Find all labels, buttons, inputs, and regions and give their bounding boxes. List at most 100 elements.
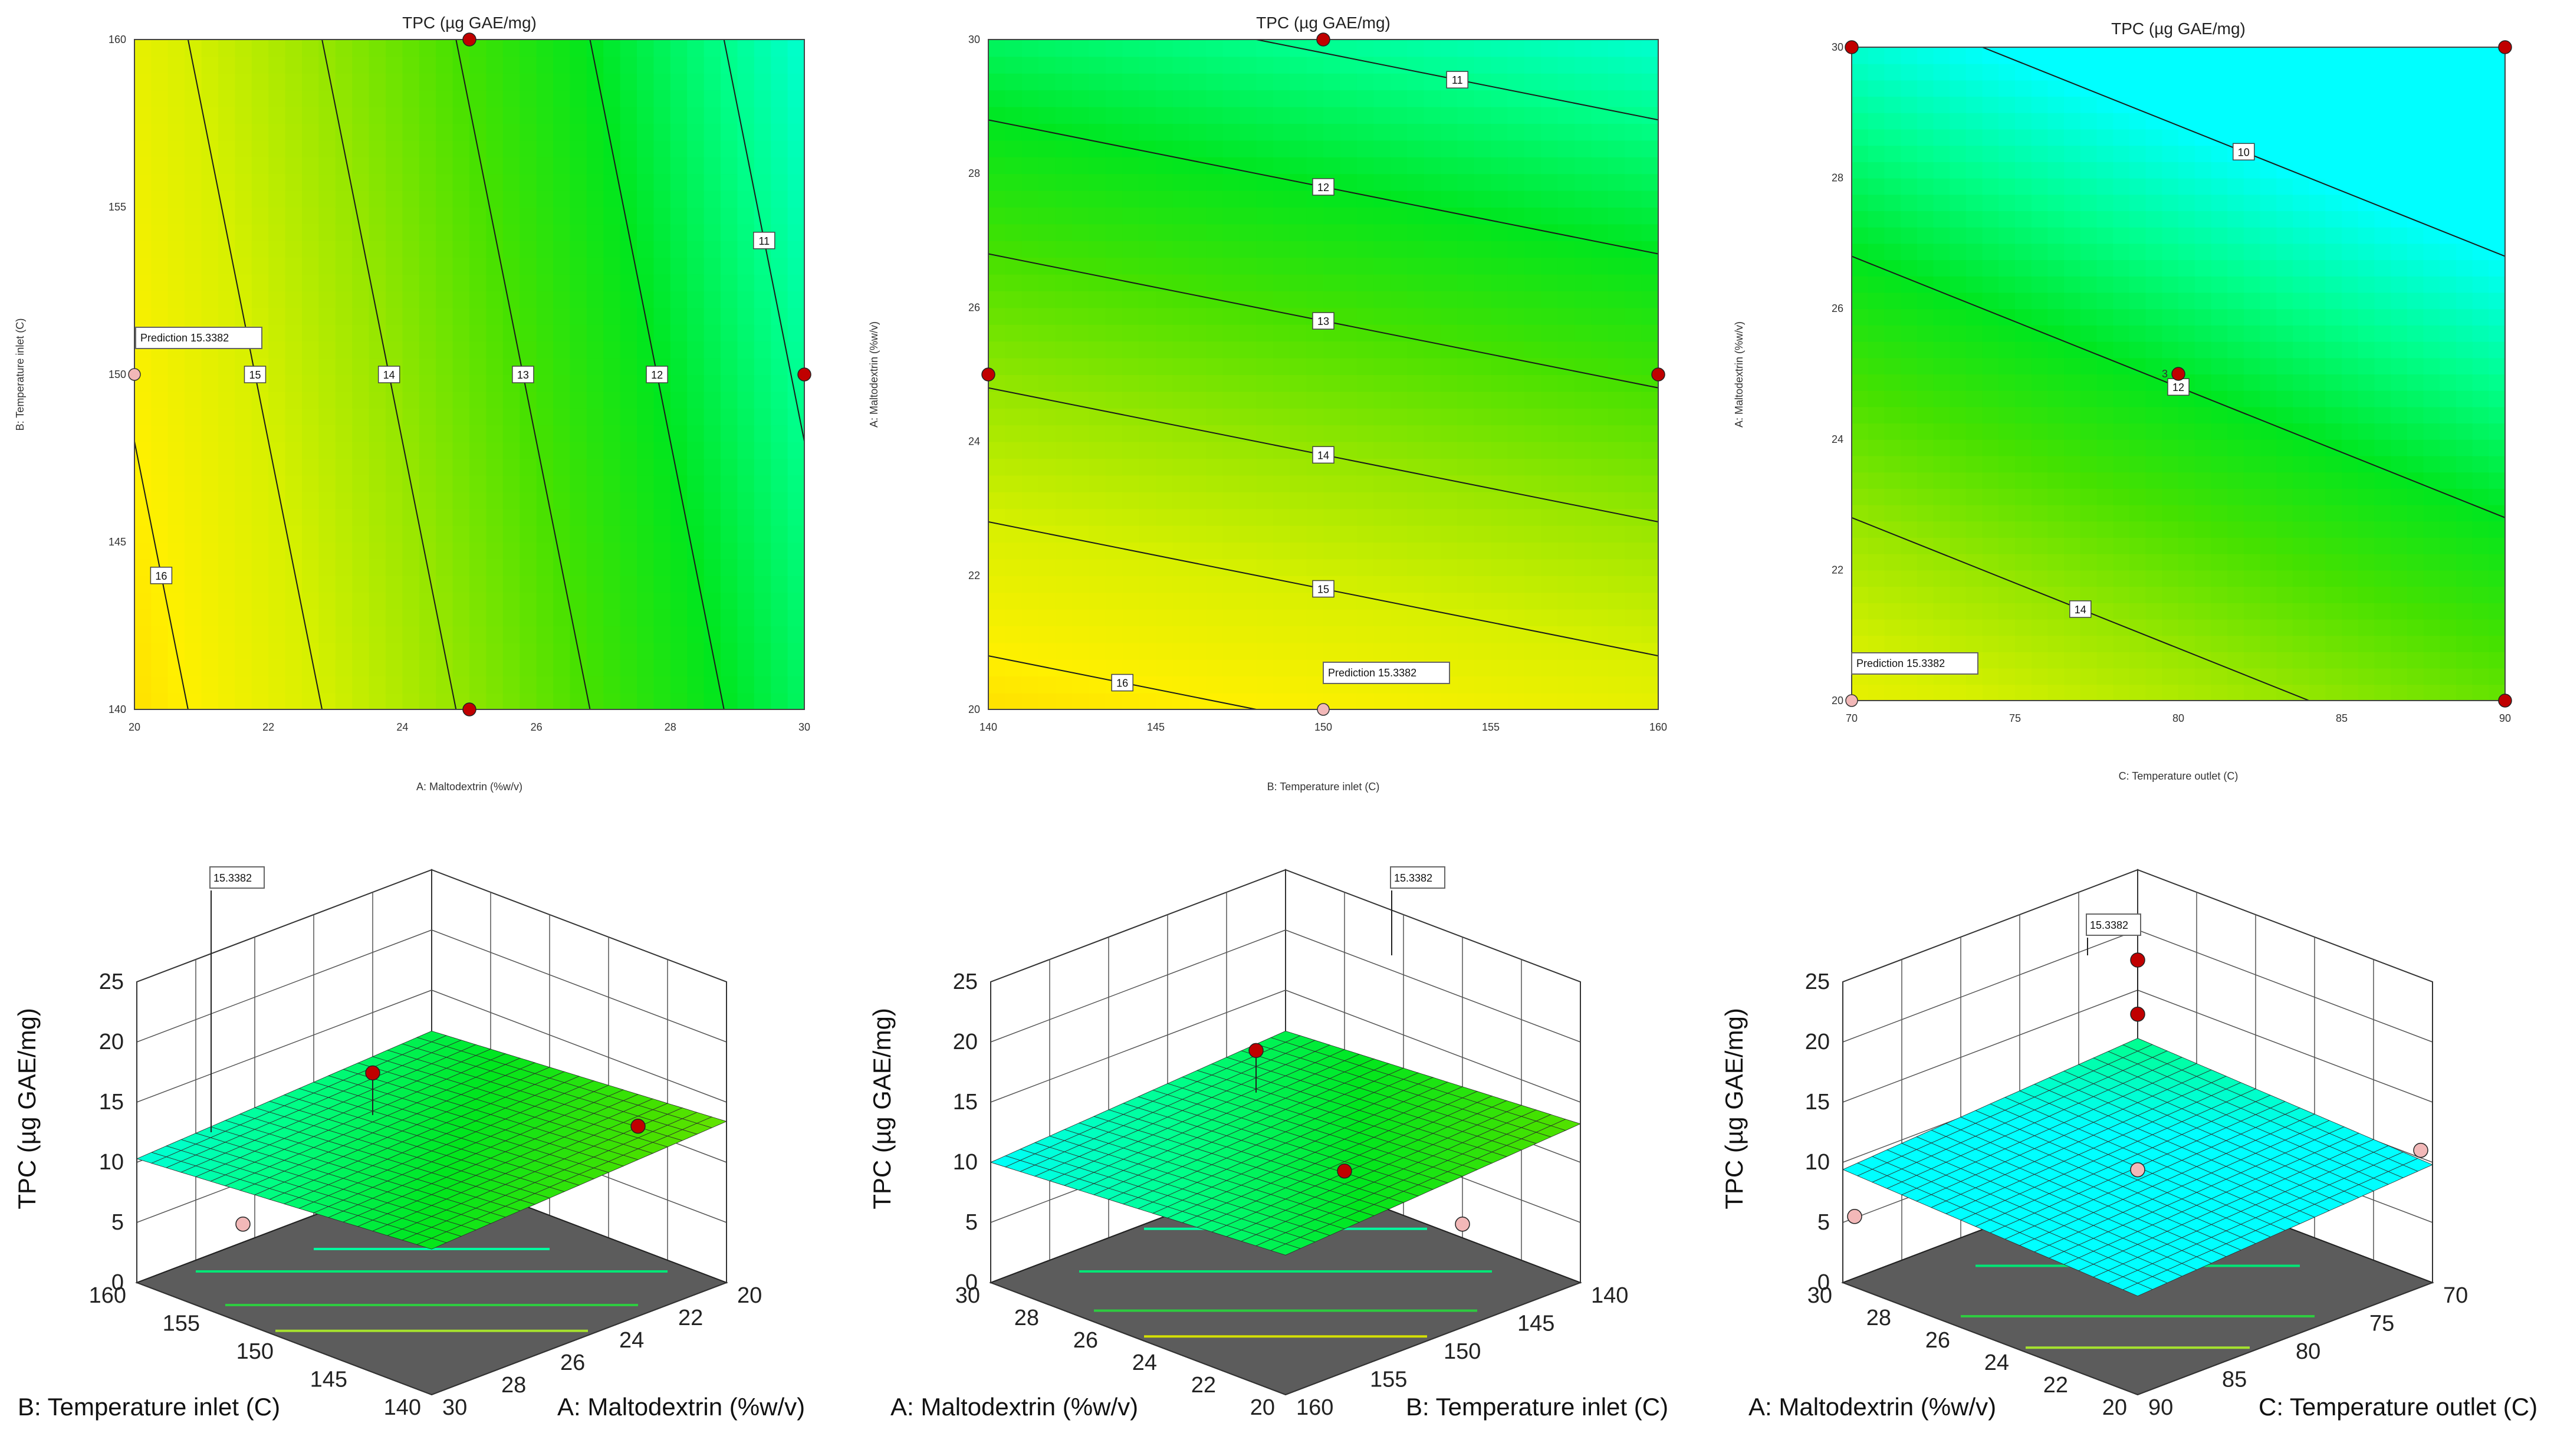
- field-cell: [1491, 374, 1508, 392]
- field-cell: [704, 123, 721, 141]
- field-cell: [452, 659, 470, 677]
- field-cell: [2162, 684, 2179, 701]
- field-cell: [1491, 140, 1508, 157]
- field-cell: [1072, 425, 1090, 442]
- field-cell: [452, 224, 470, 241]
- field-cell: [1340, 291, 1357, 308]
- field-cell: [2129, 455, 2147, 473]
- field-cell: [1105, 307, 1123, 325]
- field-cell: [1256, 324, 1274, 342]
- field-cell: [620, 156, 637, 175]
- field-cell: [502, 190, 521, 208]
- field-cell: [1323, 156, 1341, 175]
- field-cell: [1608, 240, 1626, 258]
- field-cell: [1256, 357, 1274, 375]
- field-cell: [2358, 406, 2375, 424]
- field-cell: [721, 156, 738, 175]
- field-cell: [251, 56, 269, 74]
- field-cell: [704, 56, 721, 74]
- field-cell: [1999, 243, 2016, 261]
- field-cell: [2113, 47, 2130, 64]
- field-cell: [185, 407, 202, 426]
- field-cell: [1933, 47, 1951, 64]
- field-cell: [352, 525, 370, 543]
- field-cell: [1089, 307, 1106, 325]
- field-cell: [637, 626, 655, 643]
- field-cell: [2145, 259, 2163, 277]
- field-cell: [2407, 112, 2424, 130]
- field-cell: [2489, 553, 2505, 571]
- field-cell: [1424, 425, 1441, 442]
- field-cell: [1306, 659, 1324, 677]
- field-cell: [268, 307, 286, 325]
- field-cell: [670, 240, 688, 258]
- field-cell: [318, 307, 336, 325]
- field-cell: [218, 274, 236, 291]
- field-cell: [285, 357, 303, 375]
- field-cell: [2260, 96, 2277, 113]
- field-cell: [1306, 291, 1324, 308]
- field-cell: [1122, 475, 1140, 492]
- field-cell: [586, 207, 604, 225]
- field-cell: [218, 156, 236, 175]
- field-cell: [1950, 161, 1967, 179]
- field-cell: [1206, 274, 1224, 291]
- field-cell: [2440, 406, 2457, 424]
- field-cell: [2456, 63, 2473, 81]
- field-cell: [2407, 357, 2424, 374]
- field-cell: [1933, 324, 1951, 342]
- field-cell: [603, 374, 621, 392]
- field-cell: [1901, 537, 1918, 554]
- field-cell: [1625, 441, 1642, 459]
- field-cell: [1901, 292, 1918, 310]
- field-cell: [386, 692, 403, 709]
- field-cell: [787, 626, 804, 643]
- field-cell: [2145, 292, 2163, 310]
- field-cell: [1474, 173, 1491, 191]
- field-cell: [335, 508, 353, 526]
- field-cell: [2031, 374, 2049, 391]
- field-cell: [369, 156, 386, 175]
- field-cell: [620, 575, 637, 593]
- field-cell: [1089, 73, 1106, 91]
- field-cell: [2015, 96, 2032, 113]
- field-cell: [2440, 635, 2457, 652]
- field-cell: [2031, 292, 2049, 310]
- field-cell: [2096, 324, 2114, 342]
- field-cell: [335, 307, 353, 325]
- field-cell: [1950, 521, 1967, 538]
- field-cell: [2440, 423, 2457, 440]
- field-cell: [2391, 308, 2408, 326]
- field-cell: [419, 291, 437, 308]
- field-cell: [285, 324, 303, 342]
- field-cell: [2129, 211, 2147, 228]
- field-cell: [771, 374, 788, 392]
- field-cell: [2472, 292, 2490, 310]
- field-cell: [553, 458, 571, 476]
- field-cell: [185, 40, 202, 57]
- field-cell: [670, 257, 688, 275]
- field-cell: [2472, 96, 2490, 113]
- field-cell: [2162, 553, 2179, 571]
- field-cell: [1273, 407, 1291, 426]
- field-cell: [603, 90, 621, 107]
- field-cell: [1256, 407, 1274, 426]
- field-cell: [1240, 391, 1257, 409]
- field-cell: [1072, 676, 1090, 694]
- field-cell: [1055, 123, 1073, 141]
- field-cell: [452, 676, 470, 694]
- field-cell: [1868, 47, 1885, 64]
- field-cell: [2325, 472, 2342, 489]
- field-cell: [721, 508, 738, 526]
- field-cell: [704, 90, 721, 107]
- field-cell: [2064, 145, 2081, 162]
- field-cell: [754, 90, 772, 107]
- field-cell: [185, 156, 202, 175]
- field-cell: [653, 441, 671, 459]
- contour-level-label: 12: [1317, 182, 1329, 193]
- field-cell: [185, 140, 202, 157]
- field-cell: [469, 291, 487, 308]
- field-cell: [1407, 123, 1425, 141]
- field-cell: [2129, 275, 2147, 293]
- field-cell: [1917, 194, 1934, 211]
